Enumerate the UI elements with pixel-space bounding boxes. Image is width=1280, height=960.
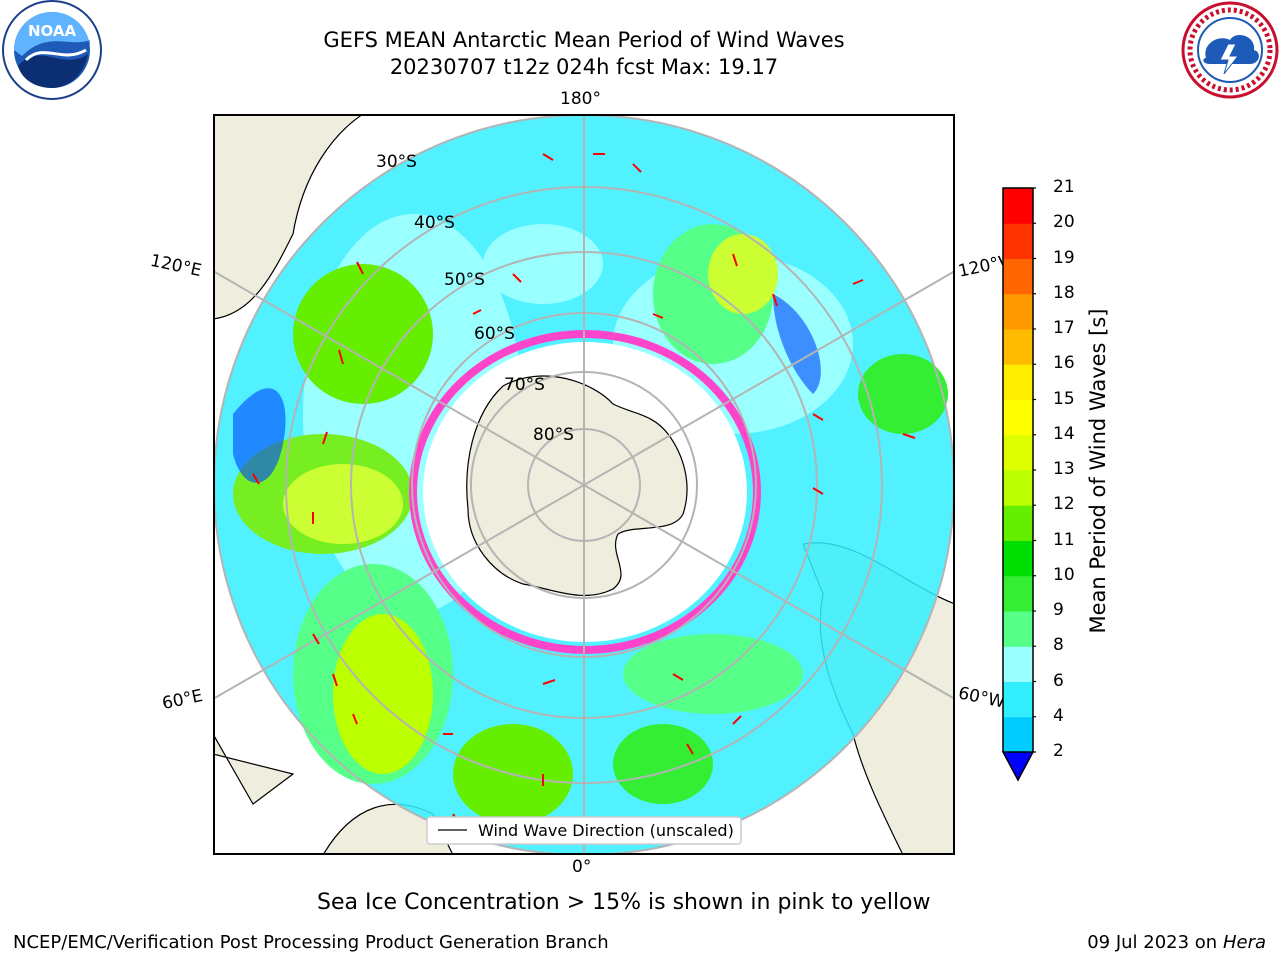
lon-label-120e: 120°E (148, 250, 204, 282)
polar-map (213, 114, 955, 855)
colorbar-under-triangle (1001, 751, 1035, 782)
colorbar-tick-label: 15 (1053, 388, 1075, 409)
map-title: GEFS MEAN Antarctic Mean Period of Wind … (323, 28, 845, 52)
sea-ice-note: Sea Ice Concentration > 15% is shown in … (317, 890, 931, 915)
colorbar-tick-label: 19 (1053, 247, 1075, 268)
colorbar-tick-label: 20 (1053, 212, 1075, 233)
colorbar-segment (1003, 188, 1033, 224)
colorbar-tick-label: 10 (1053, 564, 1075, 585)
colorbar-segment (1003, 223, 1033, 259)
colorbar-tick-label: 2 (1053, 741, 1064, 761)
wind-arrows (252, 153, 916, 825)
colorbar-label: Mean Period of Wind Waves [s] (1086, 308, 1110, 634)
land-antarctica (466, 375, 688, 597)
colorbar-tick-label: 6 (1053, 670, 1064, 691)
colorbar-tick-label: 14 (1053, 423, 1075, 444)
map-legend-box (426, 816, 742, 845)
colorbar-segment (1003, 505, 1033, 541)
colorbar-segment (1003, 329, 1033, 365)
map-subtitle: 20230707 t12z 024h fcst Max: 19.17 (389, 55, 779, 79)
noaa-logo-text: NOAA (28, 22, 77, 40)
lat-label-60s: 60°S (474, 324, 515, 344)
colorbar-segment (1003, 434, 1033, 471)
colorbar-tick-label: 17 (1053, 318, 1075, 338)
date-text: 09 Jul 2023 on Hera (1087, 932, 1266, 953)
lat-label-30s: 30°S (376, 152, 417, 172)
colorbar-tick-label: 18 (1053, 282, 1075, 303)
lat-label-40s: 40°S (414, 213, 455, 233)
lat-label-50s: 50°S (444, 270, 485, 290)
colorbar-tick-label: 16 (1053, 353, 1075, 374)
colorbar-tick-label: 12 (1053, 494, 1075, 515)
colorbar-tick-label: 9 (1053, 600, 1064, 620)
colorbar-segment (1003, 540, 1033, 577)
colorbar-tick-label: 4 (1053, 705, 1064, 726)
noaa-logo: NOAA (2, 0, 102, 100)
lon-label-60w: 60°W (956, 683, 1007, 713)
lat-label-70s: 70°S (504, 375, 545, 395)
date-value: 09 Jul 2023 on (1087, 932, 1223, 953)
lon-label-0: 0° (572, 857, 592, 877)
colorbar-segment (1003, 293, 1033, 330)
nws-logo (1181, 1, 1279, 99)
lon-label-180: 180° (560, 89, 601, 109)
colorbar-segment (1003, 681, 1033, 718)
colorbar-segment (1003, 646, 1033, 682)
colorbar-tick-label: 13 (1053, 459, 1075, 479)
colorbar-segment (1003, 470, 1033, 506)
colorbar-segment (1003, 575, 1033, 612)
colorbar (1001, 187, 1036, 782)
colorbar-tick-label: 8 (1053, 635, 1064, 656)
colorbar-segment (1003, 364, 1033, 400)
map-legend-label: Wind Wave Direction (unscaled) (478, 821, 734, 840)
colorbar-segment (1003, 611, 1033, 647)
colorbar-segment (1003, 258, 1033, 295)
colorbar-segment (1003, 399, 1033, 436)
credit-text: NCEP/EMC/Verification Post Processing Pr… (13, 932, 609, 953)
colorbar-segment (1003, 716, 1033, 753)
colorbar-tick-label: 21 (1053, 177, 1075, 197)
land-africa-tip (214, 734, 295, 805)
lat-label-80s: 80°S (533, 425, 574, 445)
lon-label-60e: 60°E (160, 685, 205, 715)
land-australia (214, 115, 363, 320)
host-name: Hera (1222, 932, 1266, 953)
colorbar-tick-label: 11 (1053, 529, 1075, 550)
